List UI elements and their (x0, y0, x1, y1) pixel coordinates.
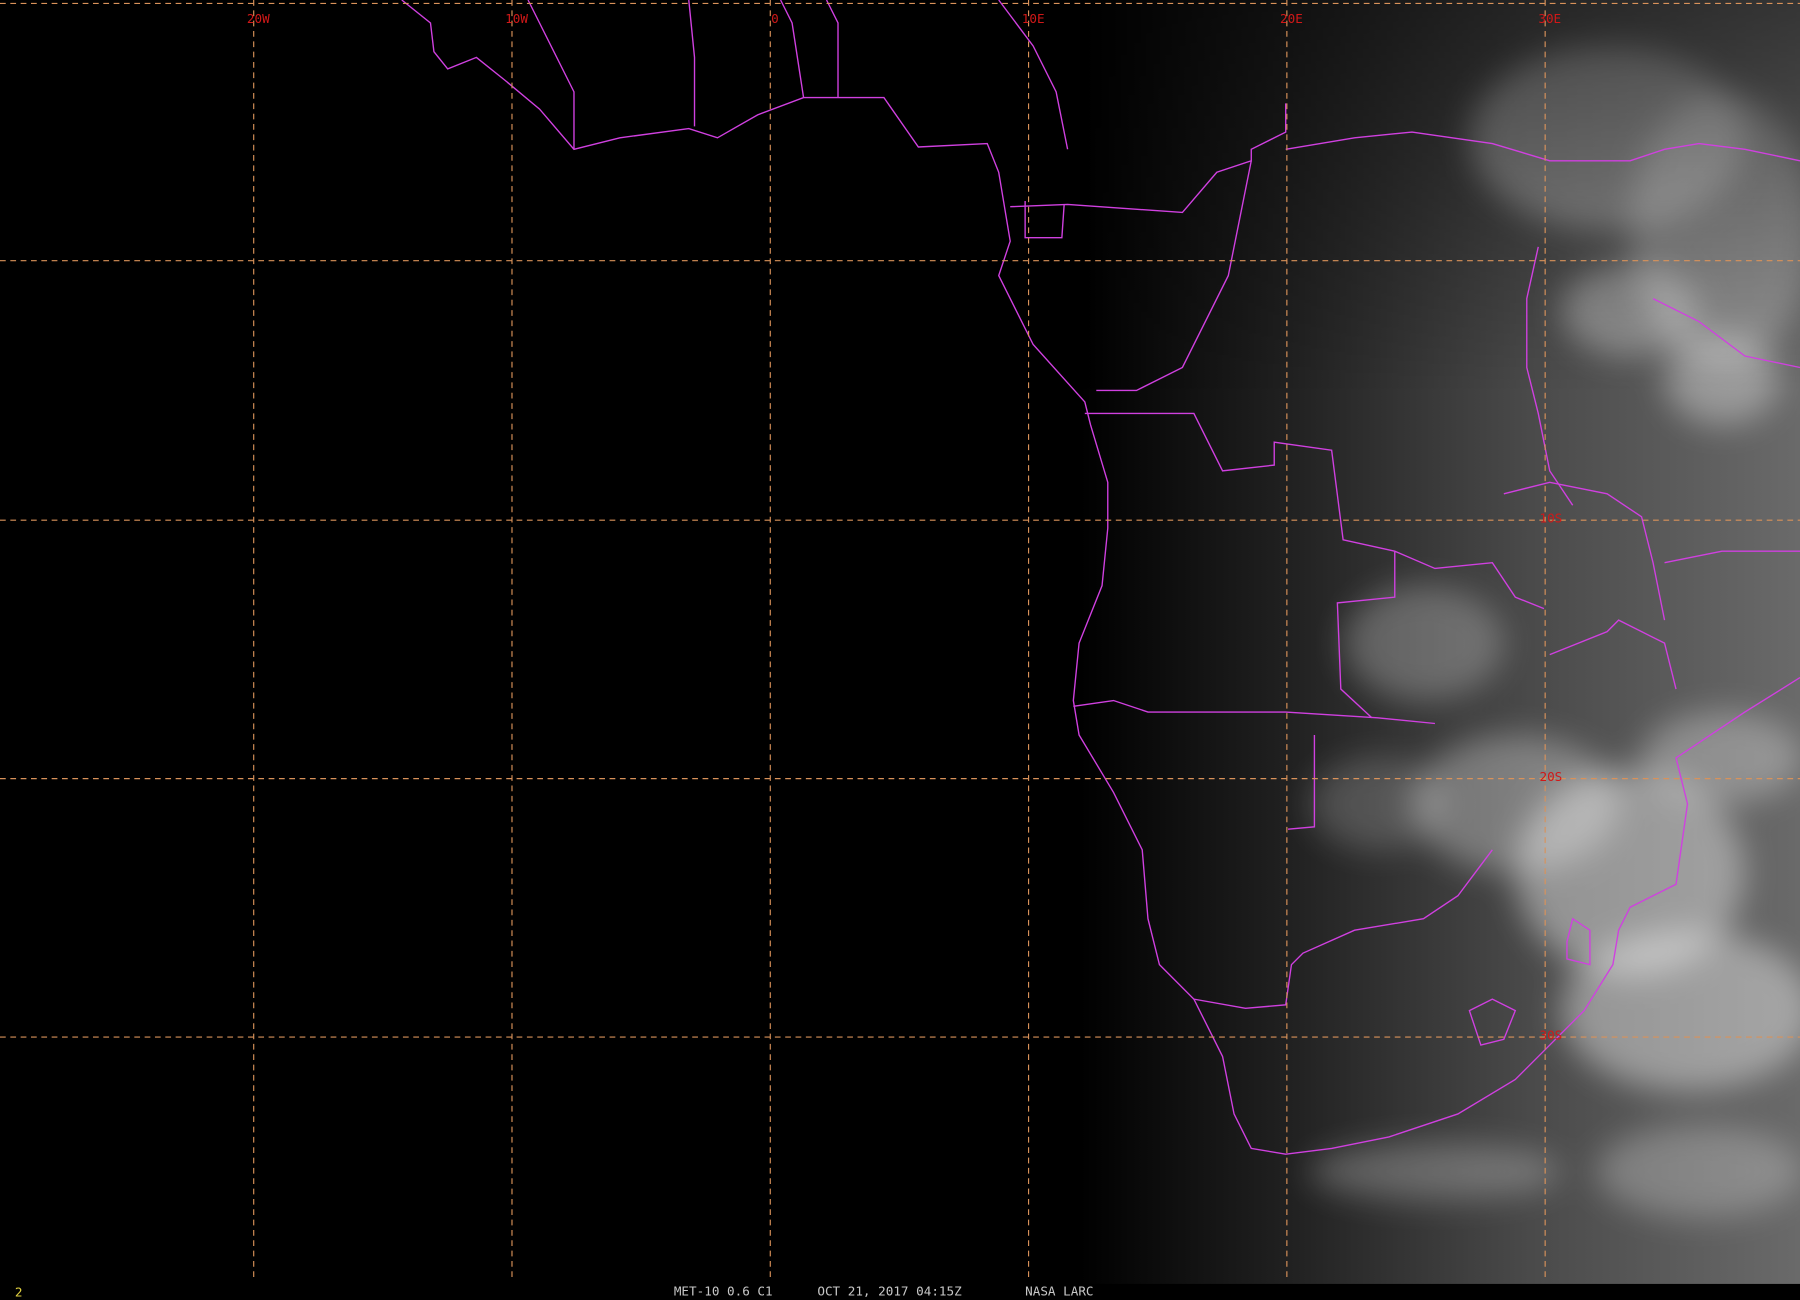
longitude-label: 20E (1280, 11, 1303, 26)
frame-number: 2 (15, 1285, 23, 1300)
timestamp: OCT 21, 2017 04:15Z (817, 1283, 962, 1298)
longitude-label: 30E (1538, 11, 1561, 26)
coastlines (401, 0, 1800, 1155)
latitude-label: 10S (1539, 511, 1562, 526)
latitude-label: 20S (1539, 769, 1562, 784)
latitude-label: 30S (1539, 1027, 1562, 1042)
longitude-label: 10W (505, 11, 528, 26)
satellite-channel: MET-10 0.6 C1 (674, 1283, 773, 1298)
longitude-label: 0 (771, 11, 779, 26)
footer-bar (0, 1283, 1800, 1300)
longitude-label: 20W (247, 11, 270, 26)
longitude-label: 10E (1022, 11, 1045, 26)
source: NASA LARC (1025, 1283, 1093, 1298)
